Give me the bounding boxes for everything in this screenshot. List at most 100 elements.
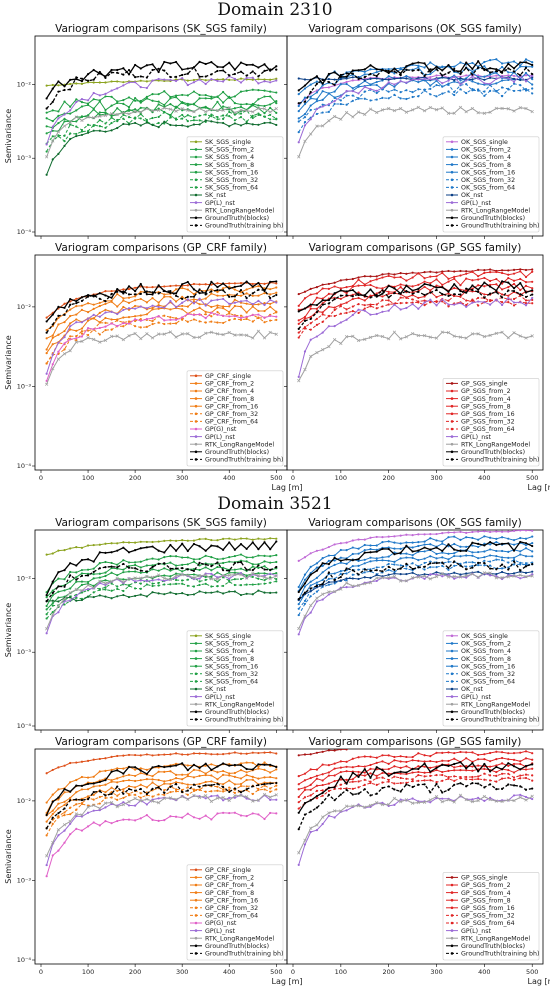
series-point (51, 323, 54, 326)
series-point (204, 566, 207, 569)
series-point (210, 115, 213, 118)
series-point (228, 305, 231, 308)
legend-marker (450, 450, 454, 454)
series-point (363, 79, 366, 82)
series-point (375, 275, 378, 278)
legend: SK_SGS_singleSK_SGS_from_2SK_SGS_from_4S… (186, 630, 283, 727)
series-point (174, 815, 178, 818)
series-point (69, 314, 72, 318)
series-point (483, 82, 486, 85)
series-point (233, 317, 236, 320)
series-point (98, 315, 101, 318)
series-point (369, 294, 372, 297)
series-point (435, 552, 438, 556)
series-point (57, 834, 60, 837)
series-group (44, 280, 278, 386)
legend-entry: GP_CRF_from_64 (205, 419, 258, 426)
legend-marker (194, 404, 198, 408)
series-point (441, 300, 444, 303)
series-point (429, 68, 432, 71)
series-point (327, 72, 330, 76)
series-point (453, 294, 456, 298)
series-point (512, 70, 516, 73)
series-point (483, 550, 486, 553)
series-point (429, 565, 432, 569)
series-point (303, 843, 307, 846)
series-point (51, 87, 54, 90)
series-point (471, 561, 474, 564)
series-point (531, 87, 534, 90)
series-point (387, 71, 390, 75)
series-point (139, 576, 143, 580)
series-point (239, 288, 243, 292)
series-point (210, 768, 213, 771)
series-point (275, 540, 278, 543)
series-point (222, 307, 225, 310)
series-line (298, 530, 533, 562)
series-point (69, 799, 72, 802)
series-point (51, 589, 54, 592)
series-point (375, 557, 378, 560)
series-point (181, 570, 184, 573)
series-point (392, 574, 397, 579)
series-point (210, 544, 213, 547)
series-point (269, 572, 272, 575)
series-point (507, 276, 510, 280)
series-point (181, 762, 184, 765)
series-point (257, 284, 260, 288)
series-point (345, 301, 348, 304)
series-point (63, 113, 66, 116)
series-point (122, 801, 125, 804)
series-point (327, 749, 330, 752)
series-point (351, 577, 354, 580)
series-point (222, 790, 225, 793)
series-point (434, 336, 439, 340)
legend-entry: SK_SGS_from_32 (205, 177, 258, 184)
series-point (417, 78, 420, 81)
series-point (251, 768, 254, 771)
series-point (512, 109, 516, 113)
series-point (411, 276, 414, 279)
series-point (80, 335, 84, 338)
series-point (186, 593, 189, 597)
series-point (489, 285, 492, 288)
series-point (500, 772, 504, 775)
series-point (471, 544, 474, 547)
series-point (477, 764, 480, 767)
series-point (63, 787, 66, 791)
series-point (333, 83, 336, 86)
series-line (298, 773, 533, 803)
series-point (204, 297, 207, 300)
series-point (321, 557, 324, 560)
series-point (483, 544, 486, 547)
series-point (80, 118, 84, 123)
series-point (127, 818, 131, 821)
series-point (269, 68, 272, 71)
series-point (483, 296, 486, 299)
series-point (309, 788, 312, 791)
series-point (239, 752, 243, 755)
series-point (228, 295, 231, 298)
legend-entry: GP_CRF_from_4 (205, 882, 254, 889)
series-point (453, 751, 456, 755)
series-point (327, 103, 330, 106)
series-point (297, 117, 300, 120)
legend-marker (194, 442, 198, 446)
series-point (404, 335, 409, 339)
series-point (447, 292, 450, 295)
series-point (435, 95, 438, 98)
series-point (507, 77, 510, 80)
series-point (524, 106, 528, 111)
series-point (122, 84, 125, 87)
series-point (75, 321, 78, 324)
series-point (375, 89, 378, 92)
legend-entry: RTK_LongRangeModel (205, 207, 274, 214)
series-point (215, 796, 220, 800)
x-axis-label: Lag [m] (527, 977, 550, 986)
series-point (387, 778, 390, 782)
series-line (46, 104, 277, 134)
series-point (233, 301, 236, 304)
legend-marker (194, 921, 198, 925)
panel-title: Variogram comparisons (SK_SGS family) (55, 23, 267, 35)
series-point (56, 357, 61, 361)
